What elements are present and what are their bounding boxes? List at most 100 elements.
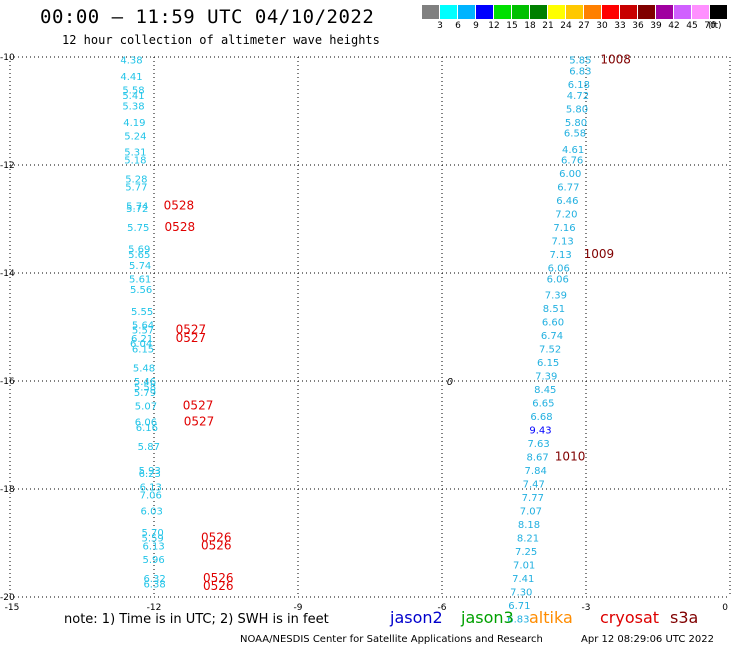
legend-label: 45 xyxy=(686,21,698,31)
wave-height-label: 5.80 xyxy=(565,118,587,129)
time-label: 0526 xyxy=(203,579,234,593)
lon-tick-label: -15 xyxy=(5,603,20,613)
lon-tick-label: 0 xyxy=(722,603,728,613)
wave-height-label: 6.06 xyxy=(547,274,569,285)
wave-height-label: 4.38 xyxy=(120,56,142,67)
map-title: 00:00 — 11:59 UTC 04/10/2022 xyxy=(40,6,375,28)
wave-height-label: 5.77 xyxy=(125,183,147,194)
wave-height-label: 7.25 xyxy=(515,547,537,558)
wave-height-label: 6.83 xyxy=(507,615,529,626)
time-label: 0526 xyxy=(201,539,232,553)
lat-tick-label: -16 xyxy=(0,377,15,387)
time-label: 0527 xyxy=(183,398,214,412)
wave-height-label: 5.85 xyxy=(569,56,591,67)
wave-height-label: 7.41 xyxy=(512,574,534,585)
wave-height-label: 5.72 xyxy=(126,204,148,215)
legend-swatch xyxy=(602,5,620,19)
wave-height-label: 6.23 xyxy=(139,469,161,480)
legend-swatch xyxy=(656,5,674,19)
wave-height-label: 5.64 xyxy=(132,320,154,331)
wave-height-label: 6.16 xyxy=(136,423,158,434)
wave-height-label: 8.45 xyxy=(534,385,556,396)
satellite-jason3: jason3 xyxy=(461,608,514,627)
wave-height-label: 5.56 xyxy=(130,285,152,296)
wave-height-label: 5.74 xyxy=(126,202,148,213)
wave-height-label: 6.06 xyxy=(548,264,570,275)
legend-label: 27 xyxy=(578,21,590,31)
wave-height-label: 5.87 xyxy=(138,442,160,453)
wave-height-label: 5.55 xyxy=(131,307,153,318)
wave-height-label: 7.06 xyxy=(140,490,162,501)
wave-height-label: 6.32 xyxy=(143,574,165,585)
legend-swatch xyxy=(512,5,530,19)
wave-height-label: 7.47 xyxy=(523,480,545,491)
wave-height-label: 5.48 xyxy=(133,364,155,375)
wave-height-label: 5.31 xyxy=(124,148,146,159)
wave-height-label: 5.75 xyxy=(127,223,149,234)
legend-label: 9 xyxy=(473,21,479,31)
wave-height-label: 6.46 xyxy=(556,196,578,207)
timestamp-text: Apr 12 08:29:06 UTC 2022 xyxy=(581,634,714,645)
time-label: 0526 xyxy=(203,571,234,585)
legend-swatch xyxy=(710,5,728,19)
wave-height-label: 5.18 xyxy=(124,156,146,167)
satellite-s3a: s3a xyxy=(670,608,699,627)
wave-height-label: 7.63 xyxy=(527,439,549,450)
time-label: 0527 xyxy=(184,415,215,429)
wave-height-label: 5.28 xyxy=(125,175,147,186)
zero-marker: 0 xyxy=(447,377,453,388)
footer-note: note: 1) Time is in UTC; 2) SWH is in fe… xyxy=(64,612,329,627)
wave-height-label: 6.71 xyxy=(508,601,530,612)
legend-swatch xyxy=(422,5,440,19)
wave-height-label: 6.13 xyxy=(140,482,162,493)
wave-height-label: 5.58 xyxy=(122,85,144,96)
legend-swatch xyxy=(440,5,458,19)
wave-height-label: 7.16 xyxy=(553,223,575,234)
wave-height-label: 6.18 xyxy=(568,80,590,91)
wave-height-label: 5.74 xyxy=(129,261,151,272)
wave-height-label: 7.13 xyxy=(550,250,572,261)
lat-tick-label: -14 xyxy=(0,269,15,279)
wave-height-label: 6.06 xyxy=(135,418,157,429)
wave-height-label: 7.77 xyxy=(522,493,544,504)
legend-swatch xyxy=(458,5,476,19)
wave-height-label: 5.46 xyxy=(134,377,156,388)
legend-label: 21 xyxy=(542,21,554,31)
wave-height-label: 6.76 xyxy=(561,156,583,167)
wave-height-label: 6.74 xyxy=(541,331,563,342)
wave-height-label: 5.93 xyxy=(139,466,161,477)
legend-swatch xyxy=(548,5,566,19)
legend-label: 24 xyxy=(560,21,572,31)
time-label: 0528 xyxy=(165,220,196,234)
wave-height-label: 4.72 xyxy=(567,91,589,102)
wave-height-label: 5.24 xyxy=(124,131,146,142)
wave-height-label: 5.57 xyxy=(132,326,154,337)
legend-swatch xyxy=(620,5,638,19)
legend-label: 6 xyxy=(455,21,461,31)
wave-height-label: 5.80 xyxy=(566,104,588,115)
wave-height-label: 5.96 xyxy=(142,555,164,566)
legend-swatch xyxy=(674,5,692,19)
wave-height-label: 5.79 xyxy=(134,388,156,399)
wave-height-label: 9.43 xyxy=(529,426,551,437)
wave-height-label: 5.41 xyxy=(122,91,144,102)
legend-swatch xyxy=(476,5,494,19)
credit-text: NOAA/NESDIS Center for Satellite Applica… xyxy=(240,634,543,645)
wave-height-label: 6.65 xyxy=(532,399,554,410)
lon-tick-label: -3 xyxy=(582,603,591,613)
legend-swatch xyxy=(638,5,656,19)
wave-height-label: 5.59 xyxy=(142,534,164,545)
legend-label: 15 xyxy=(506,21,518,31)
time-label: 0528 xyxy=(164,199,195,213)
legend-swatch xyxy=(566,5,584,19)
map-subtitle: 12 hour collection of altimeter wave hei… xyxy=(62,33,380,47)
wave-height-label: 5.38 xyxy=(122,102,144,113)
wave-height-label: 7.30 xyxy=(510,588,532,599)
legend-label: 30 xyxy=(596,21,608,31)
wave-height-label: 5.70 xyxy=(142,528,164,539)
wave-height-label: 4.41 xyxy=(120,72,142,83)
wave-height-label: 6.13 xyxy=(142,542,164,553)
lon-tick-label: -6 xyxy=(438,603,447,613)
legend-label: 3 xyxy=(437,21,443,31)
wave-height-label: 7.20 xyxy=(555,210,577,221)
